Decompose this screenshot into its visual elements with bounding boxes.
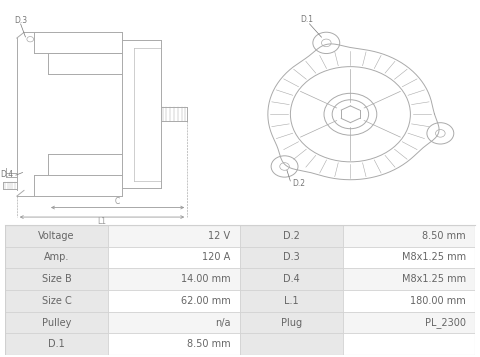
Text: 14.00 mm: 14.00 mm <box>181 274 230 284</box>
FancyBboxPatch shape <box>5 333 108 355</box>
Text: 180.00 mm: 180.00 mm <box>410 296 466 306</box>
Text: 120 A: 120 A <box>203 252 230 262</box>
FancyBboxPatch shape <box>240 247 344 268</box>
FancyBboxPatch shape <box>240 225 344 247</box>
Text: Size C: Size C <box>42 296 72 306</box>
Text: L.1: L.1 <box>285 296 299 306</box>
Text: D.3: D.3 <box>14 16 27 25</box>
FancyBboxPatch shape <box>5 247 108 268</box>
Text: M8x1.25 mm: M8x1.25 mm <box>402 274 466 284</box>
Text: 62.00 mm: 62.00 mm <box>181 296 230 306</box>
Text: C: C <box>115 197 120 206</box>
Text: Amp.: Amp. <box>44 252 69 262</box>
FancyBboxPatch shape <box>5 290 108 312</box>
Text: 8.50 mm: 8.50 mm <box>422 231 466 241</box>
FancyBboxPatch shape <box>108 247 240 268</box>
Text: D.2: D.2 <box>292 178 305 187</box>
Text: Plug: Plug <box>281 318 302 328</box>
FancyBboxPatch shape <box>5 268 108 290</box>
Text: 12 V: 12 V <box>208 231 230 241</box>
FancyBboxPatch shape <box>5 312 108 333</box>
Text: D.2: D.2 <box>283 231 300 241</box>
FancyBboxPatch shape <box>108 268 240 290</box>
FancyBboxPatch shape <box>108 312 240 333</box>
FancyBboxPatch shape <box>240 312 344 333</box>
Text: D.3: D.3 <box>283 252 300 262</box>
FancyBboxPatch shape <box>108 290 240 312</box>
Text: D.4: D.4 <box>0 170 13 179</box>
Text: PL_2300: PL_2300 <box>425 317 466 328</box>
FancyBboxPatch shape <box>108 333 240 355</box>
FancyBboxPatch shape <box>344 225 475 247</box>
Text: Voltage: Voltage <box>38 231 75 241</box>
FancyBboxPatch shape <box>240 268 344 290</box>
Text: M8x1.25 mm: M8x1.25 mm <box>402 252 466 262</box>
Text: D.1: D.1 <box>300 15 313 24</box>
Text: Size B: Size B <box>42 274 72 284</box>
FancyBboxPatch shape <box>5 225 108 247</box>
FancyBboxPatch shape <box>108 225 240 247</box>
FancyBboxPatch shape <box>344 333 475 355</box>
FancyBboxPatch shape <box>344 247 475 268</box>
FancyBboxPatch shape <box>344 312 475 333</box>
Text: L1: L1 <box>97 217 107 226</box>
Text: Pulley: Pulley <box>42 318 71 328</box>
Text: n/a: n/a <box>215 318 230 328</box>
Text: D.1: D.1 <box>48 340 65 350</box>
Text: D.4: D.4 <box>283 274 300 284</box>
FancyBboxPatch shape <box>240 290 344 312</box>
FancyBboxPatch shape <box>344 268 475 290</box>
FancyBboxPatch shape <box>240 333 344 355</box>
FancyBboxPatch shape <box>344 290 475 312</box>
Text: 8.50 mm: 8.50 mm <box>187 340 230 350</box>
